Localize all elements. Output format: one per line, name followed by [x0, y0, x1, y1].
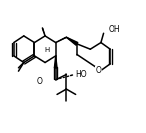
Polygon shape [54, 56, 57, 68]
Polygon shape [66, 37, 78, 45]
Text: OH: OH [109, 25, 121, 34]
Text: HO: HO [76, 70, 87, 79]
Text: O: O [37, 77, 43, 86]
Text: O: O [95, 66, 101, 75]
Text: H: H [44, 47, 50, 53]
